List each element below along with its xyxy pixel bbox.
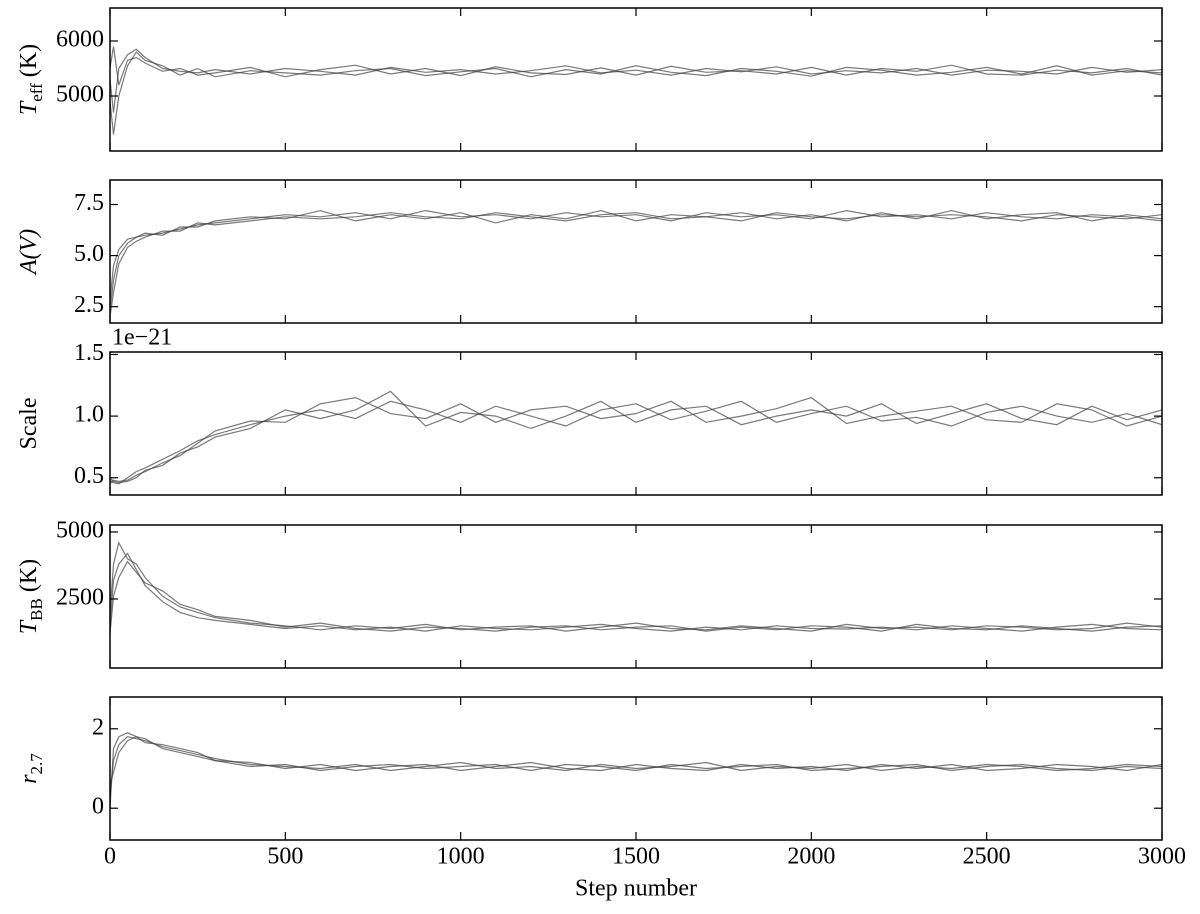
trace-line [109,51,1163,135]
y-tick-label: 1.0 [74,402,104,428]
panel: 0.5 1.0 1.5 Scale 1e−21 [16,325,1163,496]
trace-line [109,48,1163,113]
panel: 0 2 0 500 1000 1500 2000 2500 3000 r2.7 Step numbe… [16,696,1186,902]
y-tick-label: 5000 [56,517,104,543]
trace-line [109,552,1163,632]
plot-frame [109,351,1163,496]
x-tick-label: 1500 [612,844,660,870]
plot-frame [109,524,1163,669]
y-label-main: T [16,619,42,634]
y-tick-label: 5000 [56,82,104,108]
y-tick-label: 6000 [56,27,104,53]
y-tick-label: 5.0 [74,241,104,267]
x-tick-label: 500 [267,844,303,870]
offset-text: 1e−21 [112,325,172,351]
x-axis-label: Step number [575,876,697,902]
y-axis-label: r2.7 [16,753,46,784]
y-axis-label: A(V) [16,229,42,276]
trace-line [109,736,1163,785]
panel: 2.5 5.0 7.5 A(V) [16,179,1163,324]
x-tick-label: 2500 [963,844,1011,870]
y-tick-label: 1.5 [74,340,104,366]
x-tick-label: 1000 [437,844,485,870]
y-axis-label: Teff (K) [16,44,46,115]
y-label-sub: BB [27,598,46,621]
trace-line [109,736,1163,797]
y-tick-label: 0.5 [74,463,104,489]
y-tick-label: 2 [92,714,104,740]
trace-line [109,209,1163,301]
y-label-unit: (K) [16,559,42,592]
trace-line [109,541,1163,632]
panel: 2500 5000 TBB (K) [16,517,1163,669]
x-tick-label: 2000 [787,844,835,870]
y-label-sub: 2.7 [27,753,46,775]
y-label-main: A(V) [16,229,42,276]
y-label-main: T [16,100,42,115]
y-tick-label: 2.5 [74,292,104,318]
trace-line [109,732,1163,809]
y-label-main: Scale [16,398,42,450]
y-axis-label: TBB (K) [16,559,46,634]
trace-line [109,390,1163,484]
y-tick-label: 7.5 [74,190,104,216]
y-label-unit: (K) [16,44,42,77]
y-label-sub: eff [27,83,46,102]
trace-line [109,560,1163,634]
y-label-main: r [16,774,42,784]
plot-frame [109,179,1163,324]
x-tick-label: 0 [104,844,116,870]
trace-line [109,212,1163,317]
trace-line [109,396,1163,485]
trace-line [109,209,1163,311]
panel: 5000 6000 Teff (K) [16,7,1163,152]
trace-line [109,400,1163,485]
trace-line [109,46,1163,86]
y-tick-label: 2500 [56,584,104,610]
x-tick-label: 3000 [1138,844,1186,870]
y-axis-label: Scale [16,398,42,450]
y-tick-label: 0 [92,794,104,820]
plot-frame [109,7,1163,152]
